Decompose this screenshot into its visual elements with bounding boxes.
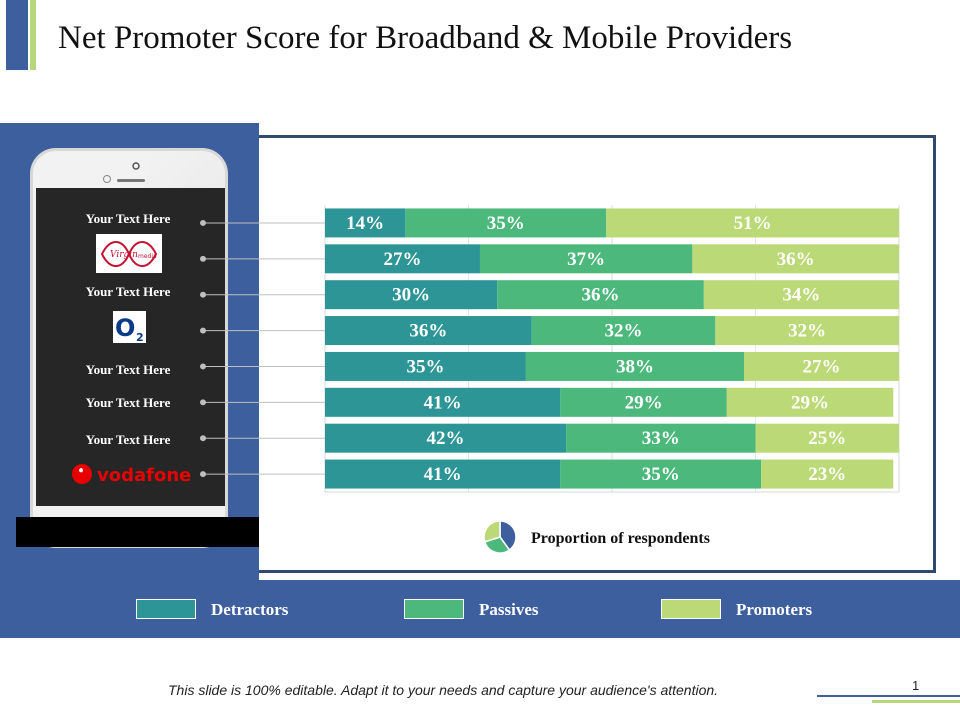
proportion-label: Proportion of respondents: [531, 530, 710, 547]
legend-swatch-detractors: [136, 599, 196, 619]
phone-camera-icon: [132, 162, 140, 170]
vodafone-word: vodafone: [97, 465, 191, 486]
o2-letter: O: [115, 314, 135, 342]
footer-note: This slide is 100% editable. Adapt it to…: [168, 682, 719, 698]
o2-logo-icon: O 2: [115, 314, 144, 344]
category-label-3: Your Text Here: [85, 362, 171, 377]
title-accent-stripe: [30, 0, 36, 70]
footer-line: [817, 695, 960, 697]
page-number: 1: [912, 678, 920, 693]
vodafone-logo-icon: vodafone: [72, 464, 191, 486]
category-label-2: Your Text Here: [85, 284, 171, 299]
page-title: Net Promoter Score for Broadband & Mobil…: [58, 20, 793, 56]
o2-subscript: 2: [136, 331, 144, 343]
phone-speaker: [117, 179, 145, 182]
category-label-1: Your Text Here: [85, 211, 171, 226]
footer-line-accent: [872, 700, 960, 703]
chart-frame: [259, 135, 936, 573]
virgin-media-logo-icon: Virgin media: [100, 241, 158, 267]
title-accent-bar: [6, 0, 28, 70]
vodafone-logo: vodafone: [70, 460, 200, 488]
legend-label-passives: Passives: [479, 600, 539, 619]
phone-bottom-bar: [16, 517, 259, 547]
o2-logo: O 2: [113, 311, 146, 344]
phone-sensor: [103, 175, 111, 183]
virgin-word: Virgin: [110, 250, 138, 260]
legend-label-detractors: Detractors: [211, 600, 289, 619]
legend-label-promoters: Promoters: [736, 600, 813, 619]
virgin-media-word: media: [138, 253, 157, 260]
category-label-4: Your Text Here: [85, 395, 171, 410]
legend-swatch-promoters: [661, 599, 721, 619]
legend-swatch-passives: [404, 599, 464, 619]
category-label-5: Your Text Here: [85, 432, 171, 447]
virgin-media-logo: Virgin media: [96, 234, 162, 273]
